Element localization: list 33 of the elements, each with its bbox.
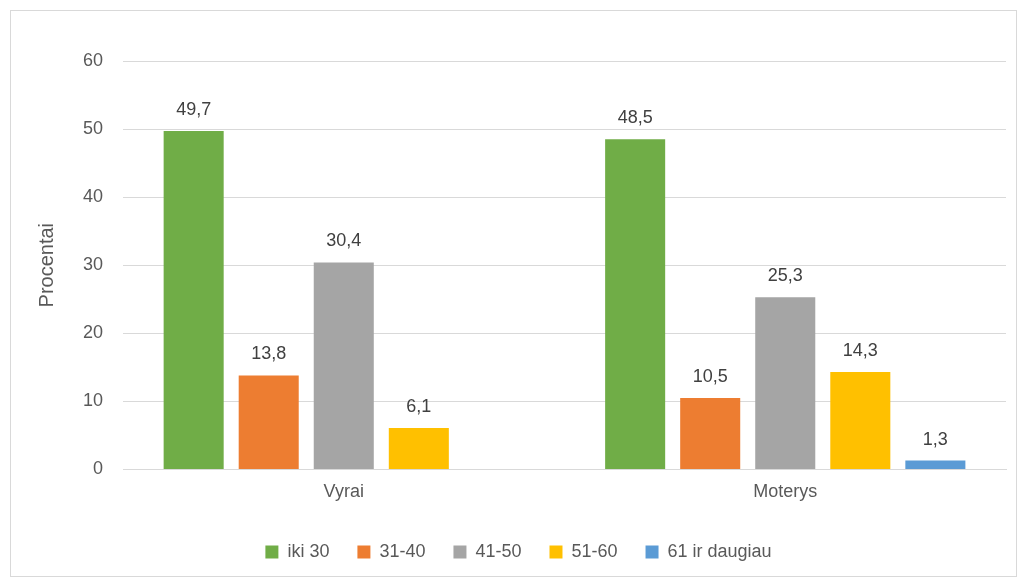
y-tick-label: 20 — [82, 322, 104, 343]
bar — [830, 372, 891, 469]
y-tick-label: 60 — [82, 49, 104, 70]
legend-label: 41-50 — [475, 540, 522, 561]
bar — [605, 139, 666, 469]
x-tick-label: Moterys — [753, 481, 818, 502]
data-label: 6,1 — [406, 395, 432, 416]
legend-label: 31-40 — [379, 540, 426, 561]
legend-label: 61 ir daugiau — [667, 540, 772, 561]
data-label: 30,4 — [326, 230, 362, 251]
legend-label: iki 30 — [287, 540, 330, 561]
y-tick-label: 50 — [82, 118, 104, 139]
bar — [755, 297, 816, 469]
data-label: 14,3 — [842, 340, 878, 361]
data-label: 25,3 — [767, 265, 803, 286]
y-tick-label: 30 — [82, 254, 104, 275]
bar — [680, 397, 741, 469]
y-tick-label: 40 — [82, 186, 104, 207]
bar — [163, 131, 224, 469]
bar — [905, 460, 966, 469]
bar — [388, 427, 449, 469]
y-tick-label: 0 — [93, 458, 104, 479]
data-label: 1,3 — [922, 428, 948, 449]
data-label: 10,5 — [692, 365, 728, 386]
data-label: 13,8 — [251, 343, 287, 364]
legend-label: 51-60 — [571, 540, 618, 561]
data-label: 48,5 — [617, 107, 653, 128]
y-axis-title: Procentai — [34, 222, 57, 308]
bar — [313, 262, 374, 469]
y-tick-label: 10 — [82, 390, 104, 411]
bar — [238, 375, 299, 469]
data-label: 49,7 — [176, 99, 212, 120]
x-tick-label: Vyrai — [323, 481, 364, 502]
